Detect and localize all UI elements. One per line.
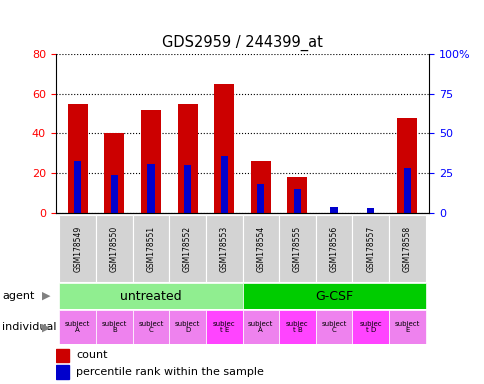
Text: subject
D: subject D [175, 321, 200, 333]
Text: subject
C: subject C [321, 321, 346, 333]
Bar [220, 156, 227, 213]
Bar [60, 215, 96, 282]
Bar [315, 310, 351, 344]
Text: ▶: ▶ [42, 322, 51, 332]
Bar [110, 175, 118, 213]
Bar [250, 161, 271, 213]
Bar [396, 118, 416, 213]
Text: GSM178553: GSM178553 [219, 225, 228, 272]
Bar [96, 215, 133, 282]
Bar [278, 310, 315, 344]
Bar [60, 310, 96, 344]
Bar [104, 134, 124, 213]
Bar [287, 177, 307, 213]
Bar [56, 366, 69, 379]
Bar [206, 215, 242, 282]
Bar [177, 104, 197, 213]
Bar [403, 169, 410, 213]
Bar [278, 215, 315, 282]
Text: subjec
t D: subjec t D [359, 321, 381, 333]
Bar [133, 215, 169, 282]
Bar [315, 215, 351, 282]
Bar [206, 310, 242, 344]
Text: individual: individual [2, 322, 57, 332]
Bar [183, 166, 191, 213]
Text: subject
E: subject E [394, 321, 419, 333]
Bar [257, 184, 264, 213]
Bar [388, 310, 424, 344]
Bar [56, 349, 69, 362]
Bar [242, 310, 278, 344]
Bar [213, 84, 234, 213]
Bar [169, 215, 206, 282]
Text: subject
A: subject A [65, 321, 90, 333]
Bar [330, 207, 337, 213]
Bar [351, 215, 388, 282]
Text: subject
C: subject C [138, 321, 163, 333]
Text: subjec
t B: subjec t B [286, 321, 308, 333]
Title: GDS2959 / 244399_at: GDS2959 / 244399_at [162, 35, 322, 51]
Bar [242, 283, 424, 309]
Text: GSM178557: GSM178557 [365, 225, 374, 272]
Text: untreated: untreated [120, 290, 182, 303]
Bar [96, 310, 133, 344]
Bar [74, 161, 81, 213]
Text: GSM178552: GSM178552 [182, 225, 192, 272]
Bar [68, 104, 88, 213]
Text: subjec
t E: subjec t E [212, 321, 235, 333]
Text: GSM178554: GSM178554 [256, 225, 265, 272]
Text: ▶: ▶ [42, 291, 51, 301]
Text: percentile rank within the sample: percentile rank within the sample [76, 367, 264, 377]
Text: GSM178549: GSM178549 [73, 225, 82, 272]
Bar [141, 109, 161, 213]
Text: count: count [76, 350, 107, 360]
Text: GSM178555: GSM178555 [292, 225, 302, 272]
Bar [60, 283, 242, 309]
Bar [133, 310, 169, 344]
Text: GSM178550: GSM178550 [110, 225, 119, 272]
Text: GSM178558: GSM178558 [402, 225, 411, 272]
Bar [388, 215, 424, 282]
Bar [366, 209, 374, 213]
Text: GSM178556: GSM178556 [329, 225, 338, 272]
Bar [351, 310, 388, 344]
Text: GSM178551: GSM178551 [146, 225, 155, 272]
Bar [169, 310, 206, 344]
Bar [293, 189, 301, 213]
Text: subject
B: subject B [102, 321, 127, 333]
Bar [147, 164, 154, 213]
Text: subject
A: subject A [248, 321, 273, 333]
Text: G-CSF: G-CSF [314, 290, 352, 303]
Bar [242, 215, 278, 282]
Text: agent: agent [2, 291, 35, 301]
